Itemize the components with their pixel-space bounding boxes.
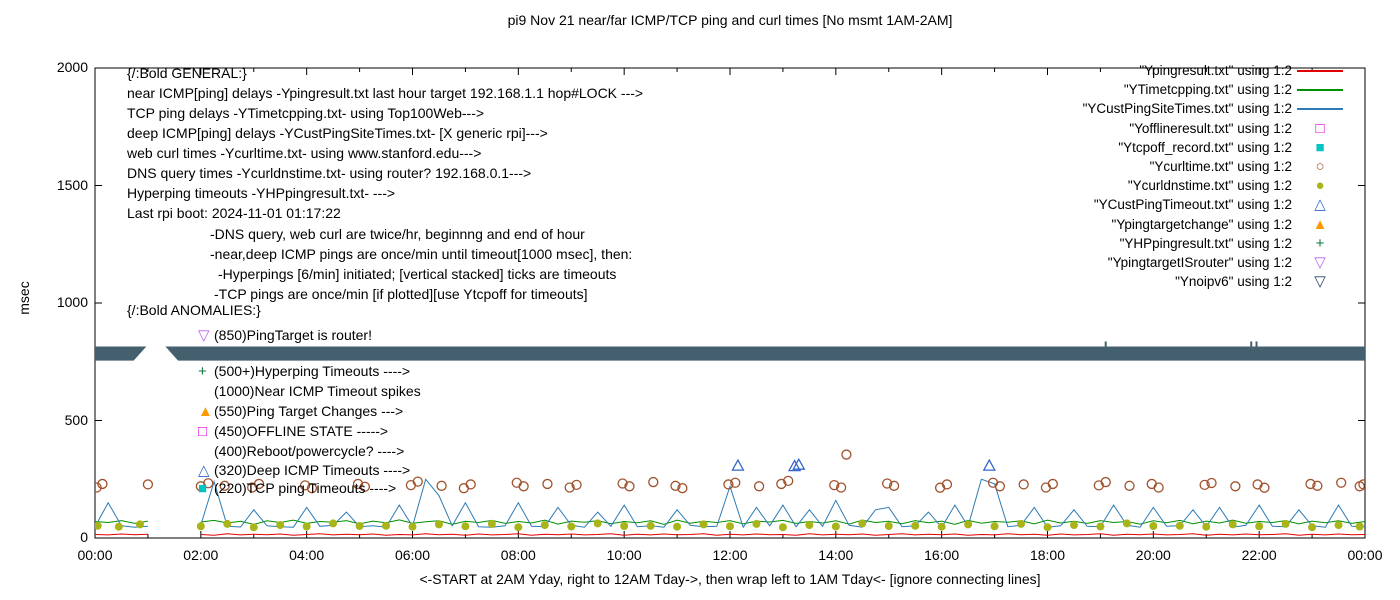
plot-border — [94, 67, 1366, 539]
chart-title: pi9 Nov 21 near/far ICMP/TCP ping and cu… — [507, 12, 953, 28]
series-Ynoipv6 — [95, 341, 1365, 361]
series-YCustPingSiteTimes.txt — [95, 478, 1365, 529]
x-axis-caption: <-START at 2AM Yday, right to 12AM Tday-… — [419, 571, 1041, 587]
series-YCustPingTimeout.txt — [731, 457, 996, 472]
series-Ycurldnstime.txt — [95, 519, 1364, 532]
series-Ypingresult.txt — [95, 533, 1365, 536]
y-axis-label: msec — [16, 281, 32, 315]
series-Ycurltime.txt — [95, 449, 1365, 494]
